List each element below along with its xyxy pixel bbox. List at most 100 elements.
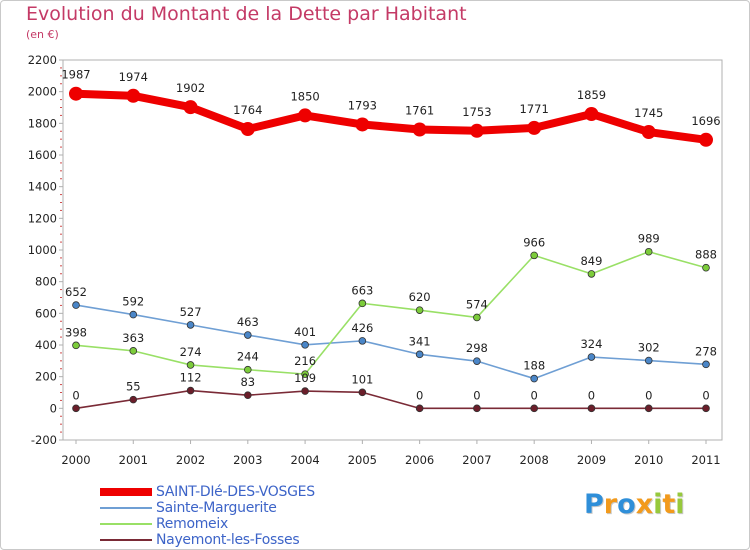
data-point-sainte-marguerite	[702, 360, 710, 369]
x-tick-label: 2010	[634, 453, 663, 467]
series-line-sainte-marguerite	[75, 304, 707, 380]
data-point-saint-di-des-vosges	[69, 86, 83, 101]
x-tick-label: 2007	[462, 453, 491, 467]
data-point-saint-di-des-vosges	[298, 108, 313, 123]
data-label-nayemont-les-fosses: 0	[702, 388, 709, 402]
y-tick-label: 1200	[28, 211, 57, 225]
data-point-saint-di-des-vosges	[126, 88, 141, 103]
data-label-remomeix: 849	[580, 254, 602, 268]
data-point-sainte-marguerite	[587, 353, 596, 361]
legend-item: Remomeix	[100, 516, 430, 532]
legend-label: Remomeix	[156, 516, 228, 532]
data-point-remomeix	[72, 341, 80, 350]
x-tick-label: 2005	[348, 453, 377, 467]
x-tick-label: 2011	[691, 453, 720, 467]
data-label-sainte-marguerite: 426	[351, 321, 373, 335]
legend-item: Nayemont-les-Fosses	[100, 532, 430, 548]
data-label-nayemont-les-fosses: 109	[294, 371, 316, 385]
data-label-remomeix: 216	[294, 354, 316, 368]
data-label-sainte-marguerite: 527	[180, 305, 202, 319]
data-point-saint-di-des-vosges	[699, 132, 713, 147]
data-point-nayemont-les-fosses	[129, 395, 138, 404]
data-label-sainte-marguerite: 278	[695, 344, 717, 358]
y-tick-label: 1600	[28, 148, 57, 162]
legend-item: SAINT-DIé-DES-VOSGES	[100, 484, 430, 500]
y-tick-label: 2200	[28, 53, 57, 67]
data-point-nayemont-les-fosses	[473, 404, 481, 413]
data-point-saint-di-des-vosges	[183, 100, 198, 115]
data-label-remomeix: 274	[180, 345, 202, 359]
data-label-remomeix: 574	[466, 297, 488, 311]
data-point-nayemont-les-fosses	[72, 404, 80, 413]
data-point-nayemont-les-fosses	[415, 404, 424, 413]
data-point-sainte-marguerite	[129, 310, 138, 319]
data-point-nayemont-les-fosses	[301, 387, 309, 395]
data-point-saint-di-des-vosges	[469, 123, 484, 138]
y-tick-label: 1800	[28, 116, 57, 130]
data-point-remomeix	[473, 313, 481, 322]
data-point-nayemont-les-fosses	[186, 386, 195, 395]
legend-label: Sainte-Marguerite	[156, 500, 277, 516]
data-label-saint-di-des-vosges: 1793	[348, 98, 377, 112]
data-point-remomeix	[186, 361, 195, 369]
data-label-saint-di-des-vosges: 1902	[176, 81, 205, 95]
data-label-sainte-marguerite: 341	[409, 334, 431, 348]
y-tick-label: 1000	[28, 243, 57, 257]
y-tick-label: 800	[35, 275, 57, 289]
data-label-nayemont-les-fosses: 0	[473, 388, 480, 402]
data-label-nayemont-les-fosses: 112	[180, 371, 202, 385]
legend-swatch	[100, 507, 152, 509]
data-label-remomeix: 663	[351, 283, 373, 297]
data-label-remomeix: 398	[65, 325, 87, 339]
data-label-saint-di-des-vosges: 1859	[577, 88, 606, 102]
data-label-nayemont-les-fosses: 0	[416, 388, 423, 402]
data-label-sainte-marguerite: 652	[65, 285, 87, 299]
series-line-saint-di-des-vosges	[72, 89, 710, 144]
data-point-sainte-marguerite	[415, 350, 424, 359]
data-label-nayemont-les-fosses: 0	[531, 388, 538, 402]
data-point-nayemont-les-fosses	[530, 404, 538, 413]
data-point-remomeix	[244, 365, 252, 374]
data-label-saint-di-des-vosges: 1696	[691, 114, 720, 128]
data-point-sainte-marguerite	[244, 331, 252, 339]
data-point-nayemont-les-fosses	[244, 391, 252, 399]
data-label-saint-di-des-vosges: 1850	[290, 89, 319, 103]
data-point-sainte-marguerite	[186, 321, 195, 329]
data-point-sainte-marguerite	[301, 341, 309, 349]
series-line-remomeix	[75, 250, 707, 375]
y-tick-label: 200	[35, 370, 57, 384]
legend-label: Nayemont-les-Fosses	[156, 532, 300, 548]
x-tick-label: 2009	[577, 453, 606, 467]
x-tick-label: 2000	[61, 453, 90, 467]
data-point-remomeix	[301, 370, 309, 378]
data-label-nayemont-les-fosses: 83	[240, 375, 255, 389]
data-point-remomeix	[587, 270, 596, 278]
data-label-remomeix: 620	[409, 290, 431, 304]
data-point-nayemont-les-fosses	[587, 404, 596, 413]
x-tick-label: 2003	[233, 453, 262, 467]
data-label-saint-di-des-vosges: 1761	[405, 104, 434, 118]
y-tick-label: 2000	[28, 85, 57, 99]
data-point-saint-di-des-vosges	[641, 125, 656, 140]
data-point-saint-di-des-vosges	[355, 117, 370, 132]
data-label-sainte-marguerite: 302	[638, 341, 660, 355]
x-tick-label: 2008	[520, 453, 549, 467]
data-label-nayemont-les-fosses: 55	[126, 380, 141, 394]
data-point-sainte-marguerite	[530, 374, 538, 383]
data-label-saint-di-des-vosges: 1974	[119, 70, 148, 84]
data-point-saint-di-des-vosges	[584, 106, 599, 121]
data-point-saint-di-des-vosges	[240, 122, 255, 137]
data-label-remomeix: 966	[523, 235, 545, 249]
data-label-sainte-marguerite: 324	[580, 337, 602, 351]
data-label-remomeix: 244	[237, 350, 259, 364]
data-point-remomeix	[702, 263, 710, 272]
data-label-nayemont-les-fosses: 101	[351, 372, 373, 386]
data-point-sainte-marguerite	[72, 301, 80, 309]
chart-legend: SAINT-DIé-DES-VOSGES Sainte-Marguerite Rem…	[100, 484, 430, 548]
data-point-remomeix	[129, 347, 138, 355]
series-line-nayemont-les-fosses	[75, 389, 707, 410]
legend-swatch	[100, 523, 152, 525]
x-tick-label: 2004	[290, 453, 319, 467]
data-label-sainte-marguerite: 592	[122, 295, 144, 309]
